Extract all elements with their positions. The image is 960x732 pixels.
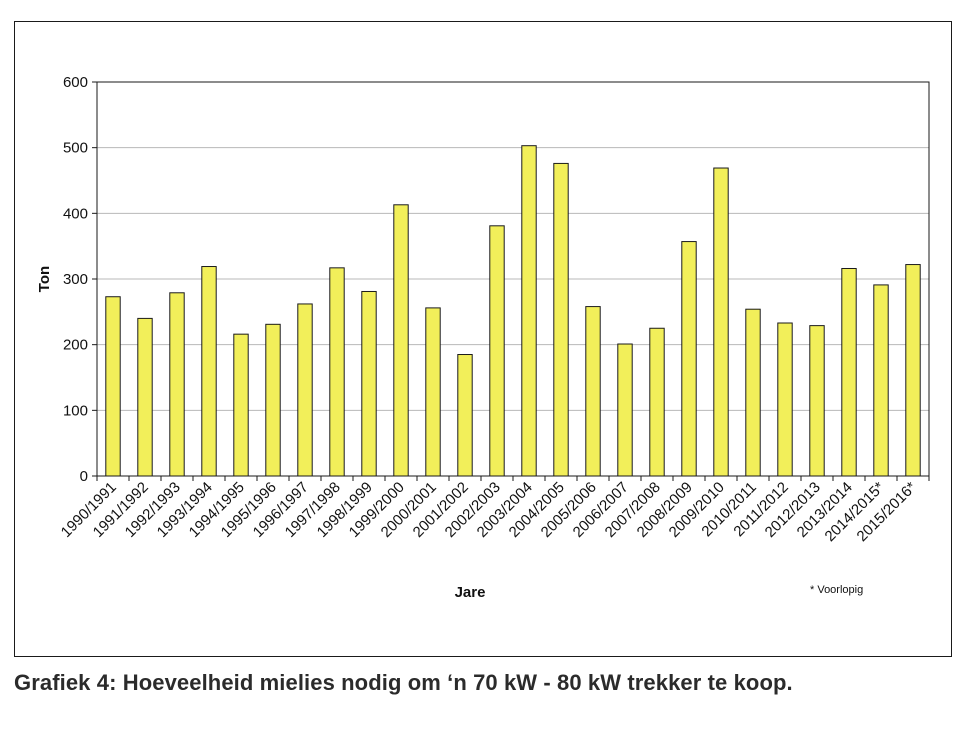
bar bbox=[713, 167, 729, 477]
x-axis-ticks: 1990/19911991/19921992/19931993/19941994… bbox=[58, 476, 930, 545]
bar bbox=[649, 327, 665, 477]
y-tick-label: 0 bbox=[80, 468, 88, 485]
footnote-voorlopig: * Voorlopig bbox=[810, 584, 863, 596]
bar bbox=[777, 322, 793, 477]
bar bbox=[553, 162, 569, 477]
bar bbox=[617, 343, 633, 477]
bar bbox=[457, 354, 473, 477]
y-tick-label: 500 bbox=[63, 140, 88, 157]
bar bbox=[873, 284, 889, 477]
bar bbox=[393, 204, 409, 477]
y-tick-label: 600 bbox=[63, 74, 88, 91]
bar bbox=[297, 303, 313, 477]
bar bbox=[489, 225, 505, 477]
bar bbox=[521, 145, 537, 477]
bar bbox=[105, 296, 121, 477]
bar bbox=[425, 307, 441, 477]
bar bbox=[585, 306, 601, 477]
bar bbox=[841, 267, 857, 477]
y-axis-title: Ton bbox=[36, 266, 53, 292]
bar bbox=[201, 266, 217, 477]
bar bbox=[169, 292, 185, 477]
bar bbox=[265, 323, 281, 477]
bar bbox=[361, 290, 377, 477]
bar bbox=[905, 264, 921, 477]
y-tick-label: 200 bbox=[63, 337, 88, 354]
bars bbox=[105, 145, 921, 477]
x-axis-title: Jare bbox=[455, 584, 486, 601]
bar bbox=[681, 241, 697, 477]
plot-area-border bbox=[96, 81, 930, 477]
gridlines bbox=[97, 147, 929, 411]
y-tick-label: 100 bbox=[63, 402, 88, 419]
bar-chart: 0 100 200 300 400 500 600 1990/19911991/199219… bbox=[36, 74, 930, 601]
y-tick-label: 300 bbox=[63, 271, 88, 288]
y-axis-ticks: 0 100 200 300 400 500 600 bbox=[63, 74, 97, 485]
y-tick-label: 400 bbox=[63, 205, 88, 222]
figure-caption: Grafiek 4: Hoeveelheid mielies nodig om … bbox=[14, 670, 793, 695]
bar bbox=[809, 325, 825, 477]
bar bbox=[745, 308, 761, 477]
bar bbox=[137, 317, 153, 477]
bar bbox=[329, 267, 345, 477]
chart-frame: 0 100 200 300 400 500 600 1990/1991 1991/1992 19… bbox=[14, 21, 952, 657]
bar bbox=[233, 333, 249, 477]
